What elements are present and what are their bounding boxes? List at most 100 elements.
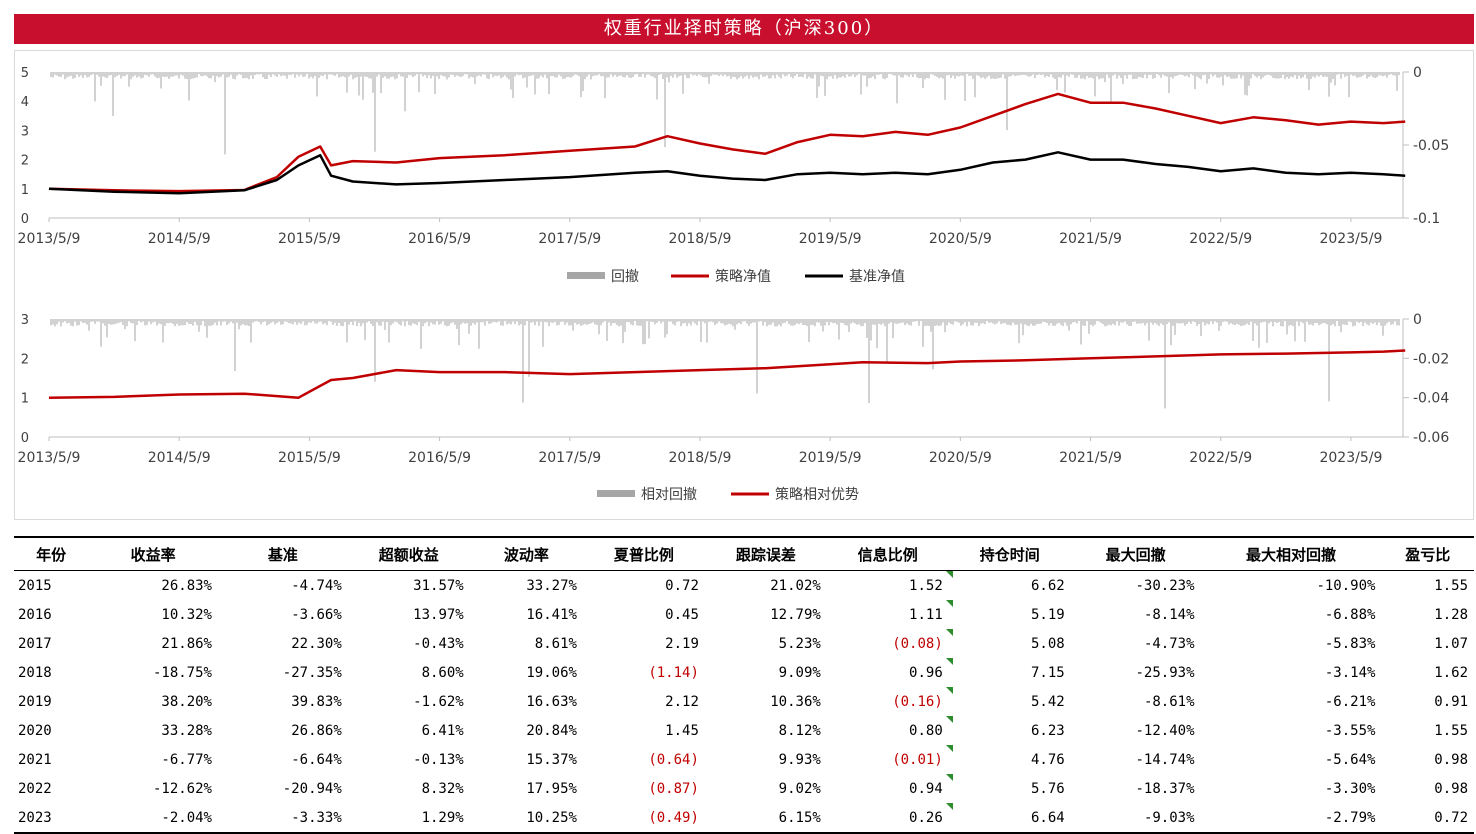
right-axis-tick-label: -0.06 xyxy=(1413,430,1449,446)
table-cell: -3.30% xyxy=(1324,780,1376,797)
table-cell: -1.62% xyxy=(413,693,464,710)
table-cell: -4.73% xyxy=(1143,635,1195,652)
left-axis-tick-label: 2 xyxy=(21,352,29,367)
right-axis-tick-label: -0.02 xyxy=(1413,351,1449,367)
x-axis-tick-label: 2016/5/9 xyxy=(408,450,471,466)
left-axis-tick-label: 5 xyxy=(21,66,29,81)
table-cell: 6.23 xyxy=(1030,722,1065,739)
x-axis-tick-label: 2014/5/9 xyxy=(148,450,211,466)
legend-label: 基准净值 xyxy=(849,268,905,285)
table-cell: 15.37% xyxy=(526,751,577,768)
table-cell: 8.12% xyxy=(778,722,821,739)
table-cell: -20.94% xyxy=(282,780,342,797)
table-cell: -0.43% xyxy=(413,635,464,652)
table-cell: 0.91 xyxy=(1434,693,1468,710)
table-cell: -18.75% xyxy=(152,664,212,681)
table-cell: 19.06% xyxy=(526,664,577,681)
table-header-cell: 基准 xyxy=(217,536,348,571)
x-axis-tick-label: 2021/5/9 xyxy=(1059,450,1122,466)
table-cell: -27.35% xyxy=(282,664,342,681)
x-axis-tick-label: 2020/5/9 xyxy=(929,450,992,466)
table-header-cell: 年份 xyxy=(14,536,89,571)
table-cell: 5.42 xyxy=(1030,693,1065,710)
legend-swatch-drawdown xyxy=(567,272,605,279)
table-cell: -5.64% xyxy=(1324,751,1376,768)
table-header-cell: 持仓时间 xyxy=(948,536,1071,571)
table-cell: 5.19 xyxy=(1030,606,1065,623)
x-axis-tick-label: 2020/5/9 xyxy=(929,231,992,247)
table-cell: -12.40% xyxy=(1135,722,1195,739)
table-cell: -10.90% xyxy=(1316,577,1376,594)
table-cell: 1.55 xyxy=(1434,577,1468,594)
table-row: 2022 -12.62% -20.94% 8.32% 17.95% (0.87) 9.02%… xyxy=(14,774,1474,803)
table-cell: (0.64) xyxy=(648,751,699,768)
table-cell: 9.09% xyxy=(778,664,821,681)
table-cell: 2015 xyxy=(18,577,52,594)
table-row: 2016 10.32% -3.66% 13.97% 16.41% 0.45 12.79% 1.… xyxy=(14,600,1474,629)
table-cell: 33.28% xyxy=(161,722,212,739)
table-header-row: 年份 收益率 基准 超额收益 波动率 夏普比例 跟踪误差 信息比例 持仓时间 最大回撤 最大相对回撤… xyxy=(14,536,1474,571)
table-cell: -3.55% xyxy=(1324,722,1376,739)
chart-title: 权重行业择时策略（沪深300） xyxy=(14,14,1474,44)
table-cell: -8.14% xyxy=(1143,606,1195,623)
table-cell: 8.61% xyxy=(534,635,577,652)
right-axis-tick-label: -0.04 xyxy=(1413,391,1449,407)
table-cell: 2017 xyxy=(18,635,52,652)
drawdown-bars xyxy=(50,72,1400,155)
strategy-line xyxy=(48,349,1406,399)
table-row: 2019 38.20% 39.83% -1.62% 16.63% 2.12 10.36% (0… xyxy=(14,687,1474,716)
table-cell: 0.98 xyxy=(1434,751,1468,768)
table-cell: -30.23% xyxy=(1135,577,1195,594)
table-cell: 21.86% xyxy=(161,635,212,652)
right-axis-tick-label: 0 xyxy=(1413,65,1422,81)
table-cell: -25.93% xyxy=(1135,664,1195,681)
x-axis-tick-label: 2016/5/9 xyxy=(408,231,471,247)
table-cell: (0.01) xyxy=(827,745,953,774)
table-cell: 5.23% xyxy=(778,635,821,652)
left-axis-tick-label: 2 xyxy=(21,154,29,169)
table-row: 2020 33.28% 26.86% 6.41% 20.84% 1.45 8.12% 0.80… xyxy=(14,716,1474,745)
x-axis-tick-label: 2019/5/9 xyxy=(799,231,862,247)
table-cell: 2018 xyxy=(18,664,52,681)
table-cell: (0.16) xyxy=(827,687,953,716)
table-cell: -3.33% xyxy=(217,803,348,834)
left-axis-tick-label: 0 xyxy=(21,212,29,227)
legend-label: 相对回撤 xyxy=(641,487,697,503)
left-axis-tick-label: 4 xyxy=(21,95,29,110)
table-cell: -6.21% xyxy=(1324,693,1376,710)
table-cell: -9.03% xyxy=(1070,803,1201,834)
table-cell: 5.76 xyxy=(1030,780,1065,797)
table-header-cell: 夏普比例 xyxy=(582,536,705,571)
table-row: 2023 -2.04% -3.33% 1.29% 10.25% (0.49) 6.15% 0.… xyxy=(14,803,1474,834)
table-cell: 26.86% xyxy=(291,722,342,739)
table-cell: 0.98 xyxy=(1434,780,1468,797)
table-cell: 10.25% xyxy=(469,803,583,834)
x-axis-tick-label: 2022/5/9 xyxy=(1189,231,1252,247)
table-row: 2021 -6.77% -6.64% -0.13% 15.37% (0.64) 9.93% (… xyxy=(14,745,1474,774)
x-axis-tick-label: 2015/5/9 xyxy=(278,450,341,466)
table-cell: -8.61% xyxy=(1143,693,1195,710)
table-header-cell: 波动率 xyxy=(469,536,583,571)
table-cell: 2020 xyxy=(18,722,52,739)
x-axis-tick-label: 2013/5/9 xyxy=(18,231,81,247)
x-axis-tick-label: 2014/5/9 xyxy=(148,231,211,247)
table-cell: -14.74% xyxy=(1135,751,1195,768)
strategy-line xyxy=(48,92,1406,193)
charts-panel: 0 1 2 3 4 5 0 -0.05 -0.1 2013/5/9 2014/5/9 2015/5/9… xyxy=(14,50,1474,520)
drawdown-bars xyxy=(50,319,1400,409)
benchmark-nav-line xyxy=(48,151,1406,195)
table-cell: 17.95% xyxy=(526,780,577,797)
left-axis-tick-label: 3 xyxy=(21,313,29,328)
table-cell: (0.49) xyxy=(582,803,705,834)
table-row: 2018 -18.75% -27.35% 8.60% 19.06% (1.14) 9.09%… xyxy=(14,658,1474,687)
table-cell: 4.76 xyxy=(1030,751,1065,768)
table-row: 2015 26.83% -4.74% 31.57% 33.27% 0.72 21.02% 1.… xyxy=(14,570,1474,601)
x-axis-tick-label: 2013/5/9 xyxy=(18,450,81,466)
table-cell: 1.07 xyxy=(1434,635,1468,652)
table-header-cell: 跟踪误差 xyxy=(704,536,827,571)
table-cell: 9.02% xyxy=(778,780,821,797)
table-cell: 7.15 xyxy=(1030,664,1065,681)
table-cell: -6.88% xyxy=(1324,606,1376,623)
table-cell: (1.14) xyxy=(648,664,699,681)
left-axis-tick-label: 1 xyxy=(21,392,29,407)
